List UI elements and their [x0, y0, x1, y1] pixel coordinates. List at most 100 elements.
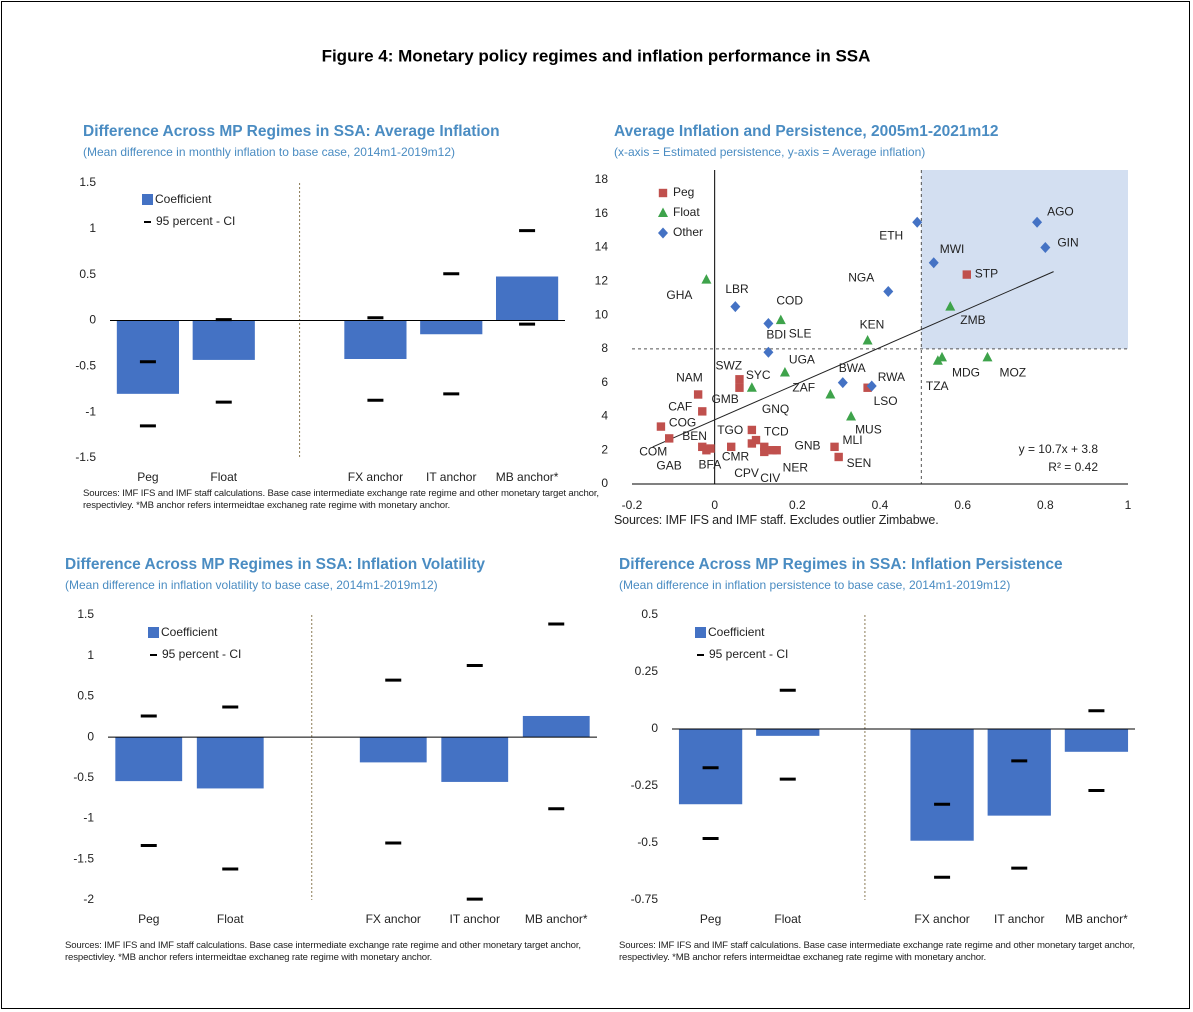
legend-label: 95 percent - CI	[162, 647, 241, 661]
point	[693, 390, 703, 399]
y-tick-label: -0.5	[75, 359, 96, 373]
point-label: SEN	[847, 456, 872, 470]
point-label: TZA	[926, 379, 949, 393]
y-tick-label: 0	[87, 729, 94, 743]
x-tick-label: Peg	[138, 912, 159, 926]
point	[1040, 242, 1051, 254]
point-label: COD	[776, 294, 803, 308]
point-label: NER	[783, 460, 809, 474]
point-label: CAF	[668, 400, 692, 414]
point	[883, 285, 894, 297]
x-tick-label: 0.6	[954, 498, 971, 512]
chart-subtitle: (x-axis = Estimated persistence, y-axis …	[614, 145, 925, 159]
point-label: BFA	[699, 458, 722, 472]
point-label: UGA	[789, 353, 815, 367]
x-tick-label: MB anchor*	[496, 470, 559, 484]
point-label: GMB	[711, 392, 738, 406]
y-tick-label: 12	[595, 274, 609, 288]
point-label: AGO	[1047, 204, 1074, 218]
point-label: COG	[669, 416, 696, 430]
legend-label: Coefficient	[155, 192, 212, 206]
bar	[1064, 729, 1129, 752]
point-label: BWA	[839, 361, 866, 375]
y-tick-label: 10	[595, 307, 609, 321]
chart-title: Difference Across MP Regimes in SSA: Inf…	[619, 556, 1063, 573]
y-tick-label: 8	[601, 341, 608, 355]
point	[937, 351, 947, 362]
bar	[522, 715, 590, 738]
point	[982, 351, 993, 362]
bar	[420, 320, 483, 335]
point	[656, 422, 666, 431]
equation: y = 10.7x + 3.8	[1019, 442, 1099, 456]
point-label: MOZ	[999, 366, 1026, 380]
x-tick-label: IT anchor	[994, 912, 1044, 926]
point	[863, 383, 872, 392]
point-label: CMR	[722, 450, 750, 464]
bar	[359, 737, 427, 763]
point-label: LSO	[874, 394, 898, 408]
point	[768, 446, 777, 455]
y-tick-label: -0.75	[631, 892, 659, 906]
point	[763, 346, 774, 358]
point	[779, 367, 790, 377]
legend-swatch	[658, 207, 668, 217]
x-tick-label: -0.2	[622, 498, 643, 512]
figure-title: Figure 4: Monetary policy regimes and in…	[322, 46, 871, 65]
x-tick-label: Float	[774, 912, 801, 926]
point	[837, 377, 848, 389]
chart-title: Difference Across MP Regimes in SSA: Ave…	[83, 123, 500, 140]
point-label: TCD	[764, 424, 789, 438]
x-tick-label: IT anchor	[426, 470, 476, 484]
point-label: SLE	[789, 326, 812, 340]
bar	[344, 320, 407, 359]
x-tick-label: Peg	[700, 912, 721, 926]
y-tick-label: 1.5	[77, 607, 94, 621]
trendline	[652, 271, 1054, 448]
y-tick-label: 18	[595, 172, 609, 186]
x-tick-label: FX anchor	[348, 470, 403, 484]
point	[706, 444, 715, 453]
y-tick-label: 1	[87, 648, 94, 662]
bar	[987, 729, 1051, 816]
y-tick-label: -1.5	[75, 450, 96, 464]
point	[747, 425, 757, 435]
bar	[116, 320, 180, 394]
point	[735, 375, 744, 384]
point-label: MDG	[952, 366, 980, 380]
legend-label: Peg	[673, 185, 694, 199]
legend-swatch	[658, 227, 668, 239]
y-tick-label: 4	[601, 409, 608, 423]
point	[1032, 216, 1043, 228]
point-label: NAM	[676, 371, 703, 385]
y-tick-label: -1	[85, 404, 96, 418]
x-tick-label: MB anchor*	[1065, 912, 1128, 926]
y-tick-label: -0.5	[73, 770, 94, 784]
point	[730, 301, 741, 313]
chart-source: Sources: IMF IFS and IMF staff calculati…	[619, 940, 1135, 963]
point	[735, 383, 744, 392]
point	[962, 270, 971, 279]
y-tick-label: -1	[83, 811, 94, 825]
legend-swatch	[658, 188, 668, 198]
y-tick-label: 0.5	[79, 267, 96, 281]
point-label: ZMB	[960, 313, 985, 327]
x-tick-label: MB anchor*	[525, 912, 588, 926]
chart-title: Average Inflation and Persistence, 2005m…	[614, 123, 999, 140]
x-tick-label: 1	[1125, 498, 1132, 512]
legend-label: 95 percent - CI	[156, 214, 235, 228]
legend-label: Other	[673, 225, 703, 239]
point	[912, 216, 923, 228]
y-tick-label: 0.5	[77, 689, 94, 703]
point-label: STP	[975, 267, 998, 281]
chart-subtitle: (Mean difference in inflation persistenc…	[619, 578, 1010, 592]
shaded-quadrant	[921, 170, 1128, 349]
point	[775, 314, 786, 325]
point	[746, 382, 757, 392]
chart-source: Sources: IMF IFS and IMF staff calculati…	[83, 488, 599, 511]
y-tick-label: -1.5	[73, 851, 94, 865]
point	[825, 388, 836, 399]
point-label: ZAF	[792, 381, 815, 395]
y-tick-label: 2	[601, 442, 608, 456]
